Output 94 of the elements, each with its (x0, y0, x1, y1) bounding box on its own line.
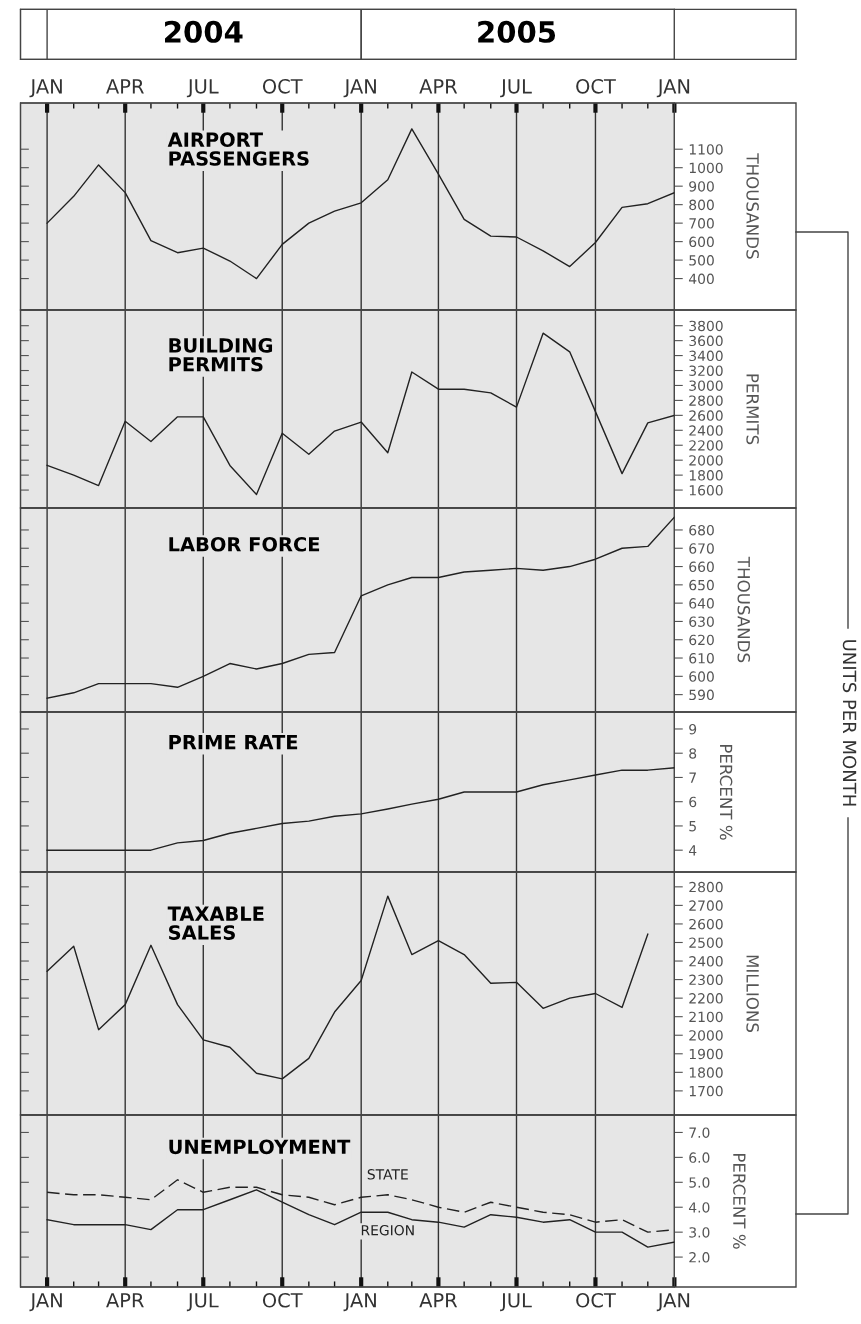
y-tick-label: 6 (689, 796, 697, 808)
y-tick-label: 6.0 (689, 1152, 710, 1163)
y-tick-label: 1900 (689, 1048, 723, 1060)
y-tick-label: 2100 (689, 1011, 723, 1023)
x-tick-label: OCT (262, 1292, 303, 1308)
x-tick-label: OCT (576, 1292, 616, 1308)
y-tick-label: 2200 (689, 440, 723, 451)
text: PRIME RATE (169, 735, 298, 750)
x-tick-label: APR (106, 79, 144, 94)
y-tick-label: 2000 (689, 455, 723, 466)
y-tick-label: 1100 (689, 144, 723, 155)
y-tick-label: 3400 (689, 350, 723, 362)
y-tick-label: 2400 (689, 425, 723, 436)
y-tick-label: 4.0 (688, 1202, 710, 1213)
y-tick-label: 680 (689, 524, 714, 536)
x-tick-label: JUL (500, 79, 532, 98)
y-tick-label: 3600 (689, 335, 723, 347)
x-tick-label: JUL (500, 1293, 532, 1312)
x-tick-label: JAN (656, 1293, 690, 1312)
y-tick-label: 7.0 (689, 1127, 710, 1138)
x-tick-label: APR (419, 79, 458, 94)
y-tick-label: 4 (688, 845, 697, 856)
y-tick-label: 700 (689, 218, 714, 229)
x-tick-label: APR (106, 1293, 144, 1308)
text: LABOR FORCE (169, 536, 320, 552)
y-tick-label: 2500 (689, 937, 723, 948)
line-series (46, 767, 675, 851)
y-tick-label: 7 (689, 772, 696, 783)
y-tick-label: 400 (688, 273, 714, 285)
text: UNEMPLOYMENT (169, 1139, 351, 1155)
x-tick-label: JUL (186, 1293, 219, 1312)
line-series (46, 128, 675, 280)
y-tick-label: 800 (689, 199, 714, 211)
x-tick-label: OCT (576, 78, 616, 94)
line-series (46, 332, 675, 496)
y-tick-label: 600 (689, 236, 714, 248)
y-tick-label: 2400 (689, 956, 723, 967)
y-tick-label: 2800 (689, 395, 723, 406)
y-tick-label: 1600 (689, 485, 723, 496)
y-axis-title: THOUSANDS (746, 153, 759, 259)
y-axis-title: PERCENT % (719, 745, 733, 840)
y-tick-label: 640 (689, 598, 714, 609)
y-tick-label: 630 (689, 616, 714, 627)
y-tick-label: 1000 (689, 162, 723, 174)
y-tick-label: 2700 (689, 900, 723, 911)
text: TAXABLE SALES (167, 906, 264, 940)
x-tick-label: JAN (343, 79, 376, 98)
y-tick-label: 2800 (689, 881, 723, 893)
y-tick-label: 500 (689, 255, 714, 266)
y-tick-label: 9 (689, 723, 697, 735)
y-tick-label: 3200 (689, 365, 723, 376)
y-tick-label: 2000 (689, 1030, 723, 1041)
y-tick-label: 600 (689, 671, 714, 682)
x-tick-label: JUL (186, 79, 219, 98)
y-tick-label: 610 (689, 653, 714, 664)
y-axis-title: MILLIONS (746, 955, 759, 1033)
x-tick-label: JAN (656, 79, 690, 98)
y-tick-label: 670 (689, 543, 714, 554)
x2-tick-label: 2005 (478, 20, 556, 43)
y-axis-title: PERCENT % (733, 1154, 746, 1249)
y-tick-label: 2600 (689, 410, 723, 421)
y-tick-label: 660 (689, 561, 714, 573)
line-series (46, 516, 675, 699)
y-axis-title: THOUSANDS (737, 556, 751, 663)
x-tick-label: JAN (29, 79, 62, 98)
y-tick-label: 1700 (689, 1085, 723, 1097)
text: AIRPORT PASSENGERS (167, 132, 309, 166)
y-tick-label: 3800 (689, 320, 723, 332)
y-tick-label: 2300 (689, 974, 723, 986)
x-tick-label: OCT (262, 78, 303, 94)
y-tick-label: 2200 (689, 993, 723, 1004)
series-label: REGION (361, 1224, 414, 1236)
x-tick-label: JAN (343, 1293, 376, 1312)
y-tick-label: 3000 (689, 380, 723, 391)
y-tick-label: 590 (689, 689, 714, 701)
y-tick-label: 8 (689, 748, 697, 759)
y-axis-title: PERMITS (746, 374, 759, 445)
y-tick-label: 1800 (689, 1067, 723, 1078)
x-tick-label: APR (419, 1293, 458, 1308)
line-series (46, 895, 649, 1080)
x-tick-label: JAN (29, 1293, 62, 1312)
y-tick-label: 2600 (689, 918, 723, 930)
text: UNITS PER MONTH (842, 640, 857, 806)
y-tick-label: 900 (689, 181, 714, 192)
x2-tick-label: 2004 (165, 20, 243, 43)
y-tick-label: 5 (689, 821, 696, 832)
y-tick-label: 650 (689, 579, 714, 591)
y-tick-label: 5.0 (689, 1177, 710, 1188)
y-tick-label: 3.0 (689, 1227, 710, 1238)
y-tick-label: 2.0 (689, 1252, 710, 1263)
series-label: STATE (367, 1169, 408, 1180)
y-tick-label: 620 (689, 634, 714, 646)
text: BUILDING PERMITS (169, 338, 273, 372)
y-tick-label: 1800 (689, 470, 723, 481)
